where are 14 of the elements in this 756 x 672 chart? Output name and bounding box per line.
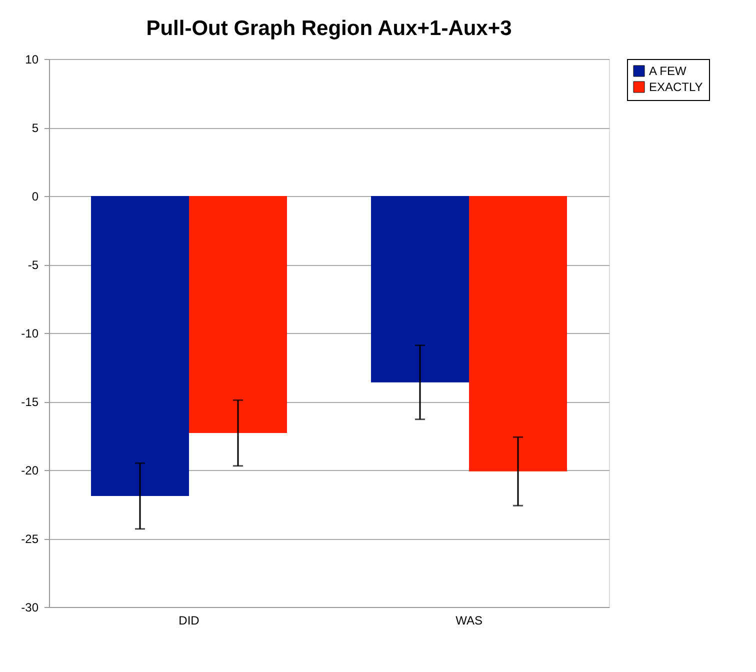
x-tick-label: WAS: [456, 614, 482, 628]
legend-label: EXACTLY: [649, 80, 703, 94]
y-tick-label: -15: [21, 395, 39, 409]
y-tick-label: -30: [21, 600, 39, 614]
y-tick-label: -20: [21, 464, 39, 478]
y-tick-label: 0: [32, 190, 39, 204]
y-tick-label: -10: [21, 326, 39, 340]
y-tick-label: -25: [21, 532, 39, 546]
y-tick-label: 5: [32, 121, 39, 135]
y-tick-label: 10: [25, 52, 39, 66]
legend-label: A FEW: [649, 64, 688, 78]
x-tick-label: DID: [178, 614, 200, 628]
chart-title: Pull-Out Graph Region Aux+1-Aux+3: [146, 17, 512, 40]
y-tick-label: -5: [28, 258, 39, 272]
